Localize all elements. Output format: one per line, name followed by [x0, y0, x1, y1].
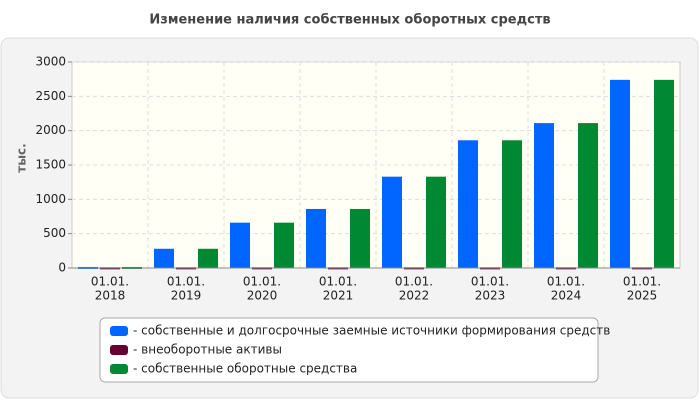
x-tick-label: 2023 — [475, 289, 506, 303]
x-tick-label: 01.01. — [91, 275, 129, 289]
legend-label: - собственные и долгосрочные заемные ист… — [133, 324, 610, 338]
x-tick-label: 2018 — [95, 289, 126, 303]
x-tick-label: 2019 — [171, 289, 202, 303]
legend-label: - собственные оборотные средства — [133, 362, 357, 376]
x-tick-label: 2020 — [247, 289, 278, 303]
chart-title: Изменение наличия собственных оборотных … — [149, 13, 550, 28]
bar — [382, 176, 402, 268]
x-tick-label: 2024 — [551, 289, 582, 303]
y-tick-label: 0 — [58, 261, 66, 275]
x-tick-label: 2022 — [399, 289, 430, 303]
bar — [198, 248, 218, 268]
y-tick-label: 1500 — [35, 158, 66, 172]
legend-swatch — [110, 326, 128, 336]
bar — [274, 222, 294, 268]
x-tick-label: 01.01. — [395, 275, 433, 289]
legend-swatch — [110, 364, 128, 374]
x-tick-label: 01.01. — [243, 275, 281, 289]
y-tick-label: 2500 — [35, 89, 66, 103]
x-tick-label: 2025 — [627, 289, 658, 303]
y-tick-label: 500 — [43, 226, 66, 240]
legend — [99, 317, 599, 383]
y-tick-label: 1000 — [35, 192, 66, 206]
bar — [306, 208, 326, 268]
legend-swatch — [110, 345, 128, 355]
x-tick-label: 01.01. — [623, 275, 661, 289]
x-tick-label: 01.01. — [471, 275, 509, 289]
y-tick-label: 2000 — [35, 123, 66, 137]
y-axis-label: тыс. — [15, 143, 29, 172]
bar — [610, 79, 630, 268]
x-tick-label: 01.01. — [319, 275, 357, 289]
bar — [654, 79, 674, 268]
bar — [458, 140, 478, 268]
x-tick-label: 01.01. — [167, 275, 205, 289]
y-tick-label: 3000 — [35, 55, 66, 69]
legend-label: - внеоборотные активы — [133, 343, 282, 357]
x-tick-label: 01.01. — [547, 275, 585, 289]
bar — [350, 208, 370, 268]
x-tick-label: 2021 — [323, 289, 354, 303]
bar — [154, 248, 174, 268]
bar — [230, 222, 250, 268]
bar — [426, 176, 446, 268]
bar — [578, 123, 598, 268]
bar — [534, 123, 554, 268]
bar — [502, 140, 522, 268]
